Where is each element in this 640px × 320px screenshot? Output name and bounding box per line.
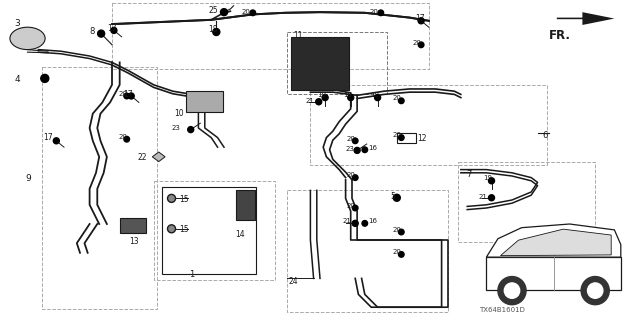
Bar — [236, 190, 255, 220]
Circle shape — [378, 10, 383, 16]
Text: 19: 19 — [370, 92, 379, 98]
Circle shape — [41, 75, 49, 83]
Circle shape — [124, 136, 129, 142]
Ellipse shape — [10, 27, 45, 50]
Text: 7: 7 — [466, 170, 471, 179]
Circle shape — [250, 10, 255, 16]
Text: 23: 23 — [346, 146, 355, 152]
Text: 4: 4 — [14, 75, 20, 84]
Text: 21: 21 — [479, 194, 488, 200]
Bar — [486, 257, 621, 290]
Bar — [186, 91, 223, 112]
Text: 12: 12 — [417, 134, 427, 143]
Text: 20: 20 — [242, 9, 251, 15]
Circle shape — [581, 276, 609, 305]
Text: 20: 20 — [347, 203, 356, 209]
Text: 20: 20 — [347, 136, 356, 142]
Text: 6: 6 — [543, 131, 548, 140]
Text: 3: 3 — [14, 19, 20, 28]
Circle shape — [353, 205, 358, 211]
Circle shape — [348, 95, 354, 100]
Circle shape — [362, 147, 367, 153]
Text: 1: 1 — [189, 270, 194, 279]
Circle shape — [498, 276, 526, 305]
Text: 20: 20 — [118, 134, 127, 140]
Circle shape — [488, 195, 495, 201]
Text: 20: 20 — [393, 249, 402, 255]
Circle shape — [504, 283, 520, 298]
Circle shape — [353, 175, 358, 180]
Circle shape — [352, 220, 358, 226]
Circle shape — [399, 252, 404, 257]
Text: 17: 17 — [44, 133, 53, 142]
Circle shape — [418, 18, 424, 24]
Circle shape — [419, 42, 424, 48]
Text: 21: 21 — [306, 98, 315, 104]
Text: 16: 16 — [368, 218, 377, 224]
Circle shape — [53, 138, 60, 144]
Text: 22: 22 — [138, 153, 147, 162]
Circle shape — [124, 93, 129, 99]
Circle shape — [394, 194, 400, 201]
Text: 5: 5 — [390, 192, 396, 201]
Circle shape — [168, 225, 175, 233]
Circle shape — [221, 9, 227, 16]
Circle shape — [168, 195, 175, 203]
Text: FR.: FR. — [549, 29, 571, 42]
Text: 21: 21 — [342, 218, 351, 224]
Text: 14: 14 — [236, 230, 245, 239]
Text: 17: 17 — [108, 24, 117, 33]
Polygon shape — [486, 224, 621, 257]
Text: 17: 17 — [415, 14, 424, 23]
Text: 19: 19 — [343, 92, 352, 98]
Text: 18: 18 — [208, 25, 218, 34]
Text: 20: 20 — [413, 40, 422, 46]
Circle shape — [374, 95, 381, 100]
Circle shape — [399, 98, 404, 104]
Text: 24: 24 — [288, 277, 298, 286]
Text: 11: 11 — [293, 31, 303, 40]
Text: 25: 25 — [208, 6, 218, 15]
Text: 8: 8 — [90, 27, 95, 36]
Circle shape — [98, 30, 104, 37]
Polygon shape — [500, 229, 611, 256]
Circle shape — [353, 138, 358, 144]
Text: 16: 16 — [368, 145, 377, 151]
Bar — [287, 32, 387, 94]
Text: 19: 19 — [317, 92, 326, 98]
Text: 9: 9 — [26, 174, 31, 183]
Circle shape — [399, 135, 404, 140]
Text: 20: 20 — [393, 95, 402, 101]
Circle shape — [128, 93, 134, 99]
Text: 20: 20 — [118, 91, 127, 97]
Circle shape — [362, 220, 367, 226]
Bar — [397, 133, 416, 143]
Circle shape — [354, 148, 360, 153]
Circle shape — [588, 283, 603, 298]
Text: 20: 20 — [393, 132, 402, 138]
Text: 10: 10 — [174, 109, 184, 118]
Text: 13: 13 — [129, 237, 139, 246]
Bar — [120, 218, 146, 233]
Circle shape — [488, 178, 495, 184]
Text: 19: 19 — [483, 175, 492, 181]
Circle shape — [322, 95, 328, 100]
Bar — [162, 187, 256, 274]
Text: 20: 20 — [393, 227, 402, 233]
Text: 23: 23 — [172, 125, 180, 131]
Bar — [291, 37, 349, 90]
Polygon shape — [152, 152, 165, 162]
Circle shape — [188, 127, 194, 132]
Circle shape — [213, 28, 220, 36]
Circle shape — [111, 28, 117, 33]
Circle shape — [399, 229, 404, 235]
Text: TX64B1601D: TX64B1601D — [479, 307, 525, 313]
Text: 17: 17 — [123, 90, 132, 99]
Text: 20: 20 — [347, 172, 356, 178]
Text: 15: 15 — [179, 225, 189, 234]
Text: 15: 15 — [179, 195, 189, 204]
Circle shape — [316, 99, 322, 105]
Text: 20: 20 — [370, 9, 379, 15]
Polygon shape — [557, 12, 614, 25]
